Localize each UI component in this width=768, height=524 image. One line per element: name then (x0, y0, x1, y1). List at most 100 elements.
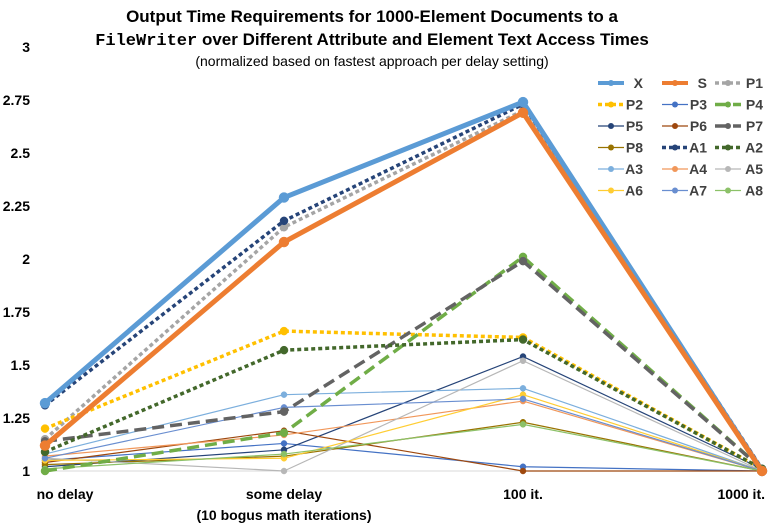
data-point-s (517, 107, 529, 118)
legend-marker-a7 (672, 187, 678, 194)
data-point-p4 (279, 428, 289, 438)
legend-item-a5: A5 (715, 161, 763, 177)
legend-item-a8: A8 (715, 183, 763, 199)
data-point-x (39, 397, 51, 409)
legend-label-a2: A2 (745, 140, 763, 156)
data-point-x (278, 192, 290, 203)
chart-title-line1: Output Time Requirements for 1000-Elemen… (126, 7, 618, 26)
y-tick-label: 1.25 (3, 410, 30, 426)
data-point-a5 (280, 467, 288, 475)
legend-item-p3: P3 (662, 97, 707, 113)
data-point-p7 (279, 407, 289, 416)
chart-title-rest: over Different Attribute and Element Tex… (197, 30, 649, 49)
legend-label-p1: P1 (746, 75, 763, 91)
chart-axes: 1 1.25 1.5 1.75 2 2.25 2.5 2.75 3 no delay some de… (3, 39, 765, 523)
legend-item-a1: A1 (662, 140, 707, 156)
x-tick-label: 1000 it. (718, 486, 765, 502)
chart-title-line2: FileWriter over Different Attribute and … (95, 30, 649, 51)
legend-label-a6: A6 (625, 183, 643, 199)
legend-label-a3: A3 (625, 161, 643, 177)
legend-label-a8: A8 (745, 183, 763, 199)
data-point-x (517, 96, 529, 108)
legend-item-a2: A2 (715, 140, 763, 156)
series-line-s (43, 110, 765, 473)
legend-marker-p7 (725, 123, 731, 129)
y-tick-label: 2 (22, 251, 30, 267)
series-x (39, 96, 768, 477)
data-point-a2 (518, 335, 528, 344)
legend-marker-p4 (725, 101, 731, 108)
data-point-p4 (40, 466, 50, 476)
data-point-a8 (519, 421, 527, 428)
chart-plot-area (39, 96, 768, 477)
legend-item-p5: P5 (598, 118, 643, 134)
series-a1 (40, 99, 767, 474)
x-tick-label: no delay (37, 486, 94, 502)
data-point-a1 (279, 216, 289, 226)
legend-label-a4: A4 (689, 161, 707, 177)
y-tick-label: 2.25 (3, 198, 30, 214)
series-a8 (41, 421, 766, 475)
y-tick-label: 1.5 (11, 357, 31, 373)
legend-label-a7: A7 (689, 183, 707, 199)
series-a5 (41, 357, 766, 475)
series-line-p6 (44, 430, 762, 472)
legend-item-a7: A7 (662, 183, 707, 199)
legend-marker-p5 (608, 123, 614, 129)
legend-item-p7: P7 (715, 118, 763, 134)
legend-item-a6: A6 (598, 183, 643, 199)
legend-label-s: S (698, 75, 707, 91)
series-p4 (40, 252, 767, 476)
series-line-a4 (44, 400, 763, 472)
legend-item-a4: A4 (662, 161, 707, 177)
legend-marker-p3 (672, 101, 678, 108)
legend-label-p6: P6 (690, 118, 707, 134)
legend-marker-s (672, 80, 678, 86)
legend-item-p6: P6 (662, 118, 707, 134)
series-line-a7 (44, 398, 763, 472)
legend-marker-x (608, 80, 614, 86)
y-tick-label: 1 (22, 463, 30, 479)
series-line-p5 (44, 355, 763, 470)
data-point-a7 (41, 455, 49, 462)
legend-label-p2: P2 (626, 97, 643, 113)
data-point-a2 (279, 345, 289, 355)
x-tick-label: some delay (246, 486, 322, 502)
series-s (39, 107, 768, 477)
legend-item-p2: P2 (598, 97, 643, 113)
legend-marker-a6 (608, 187, 614, 194)
legend-label-p5: P5 (626, 118, 643, 134)
data-point-s (39, 440, 51, 451)
legend-marker-a1 (672, 144, 678, 151)
series-line-a8 (44, 423, 763, 472)
series-line-a2 (44, 337, 763, 471)
data-point-s (278, 236, 290, 248)
x-tick-label: 100 it. (503, 486, 543, 502)
data-point-a5 (519, 357, 527, 365)
legend-label-p3: P3 (690, 97, 707, 113)
chart-subtitle: (normalized based on fastest approach pe… (195, 53, 548, 69)
y-tick-label: 2.75 (3, 92, 30, 108)
legend-marker-a4 (672, 166, 678, 172)
data-point-s (756, 465, 768, 477)
data-point-p3 (280, 440, 288, 447)
series-line-p2 (44, 329, 763, 471)
legend-item-p8: P8 (598, 140, 643, 156)
chart-title-mono: FileWriter (95, 32, 197, 51)
y-tick-label: 1.75 (3, 304, 30, 320)
legend-item-p1: P1 (715, 75, 763, 91)
data-point-a3 (280, 391, 288, 398)
data-point-p6 (519, 467, 527, 475)
legend-item-p4: P4 (715, 97, 763, 113)
x-tick-sublabel: (10 bogus math iterations) (196, 507, 371, 523)
legend-marker-p2 (608, 101, 614, 108)
legend-label-p7: P7 (746, 118, 763, 134)
y-tick-label: 2.5 (11, 145, 31, 161)
data-point-a8 (280, 450, 288, 458)
y-tick-label: 3 (22, 39, 30, 55)
legend-marker-p1 (725, 80, 731, 86)
legend-marker-a5 (725, 166, 731, 172)
series-line-a1 (43, 102, 764, 470)
